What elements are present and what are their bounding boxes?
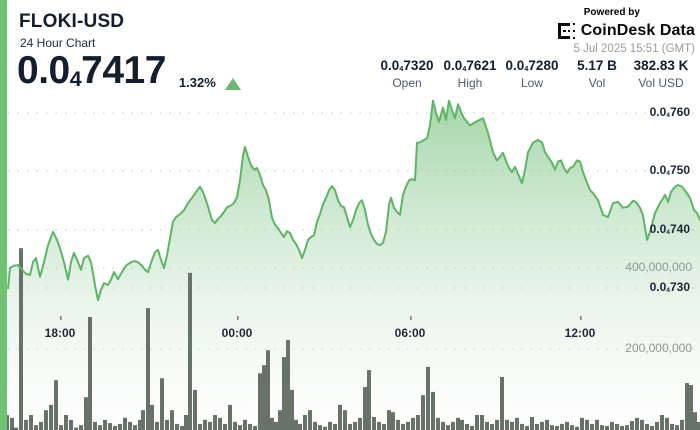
stat-open-label: Open bbox=[392, 76, 422, 90]
stat-vol: 5.17 B Vol bbox=[572, 58, 622, 90]
chart-timestamp: 5 Jul 2025 15:51 (GMT) bbox=[573, 43, 695, 55]
price-axis-label: 0.04730 bbox=[649, 280, 690, 294]
coindesk-logo-link[interactable]: CoinDesk Data bbox=[557, 22, 695, 40]
coindesk-logo-icon bbox=[557, 23, 575, 39]
change-percent: 1.32% bbox=[178, 75, 216, 90]
time-axis-label: 00:00 bbox=[221, 326, 253, 340]
chart-subtitle: 24 Hour Chart bbox=[20, 36, 96, 50]
stat-high: 0.047621 High bbox=[439, 58, 501, 90]
stat-vol-usd: 382.83 K Vol USD bbox=[626, 58, 696, 90]
stat-vol-usd-label: Vol USD bbox=[638, 76, 684, 90]
stats-row: 0.047320 Open 0.047621 High 0.047280 Low… bbox=[0, 58, 700, 94]
price-integer-part: 0.0 bbox=[17, 49, 70, 92]
price-area-fill bbox=[8, 100, 700, 430]
stat-vol-label: Vol bbox=[588, 76, 606, 90]
price-line bbox=[7, 99, 700, 302]
page-title: FLOKI-USD bbox=[19, 11, 125, 32]
current-price-row: 0.047417 1.32% bbox=[17, 50, 241, 97]
stat-high-label: High bbox=[457, 76, 483, 90]
stat-low-value: 0.047280 bbox=[505, 58, 559, 73]
change-up-triangle-icon bbox=[224, 78, 241, 90]
price-axis-label: 0.04760 bbox=[649, 105, 690, 119]
time-axis-label: 18:00 bbox=[44, 326, 76, 340]
stat-high-value: 0.047621 bbox=[443, 58, 497, 73]
time-axis-label: 06:00 bbox=[394, 326, 426, 340]
current-price: 0.047417 bbox=[17, 50, 166, 97]
price-fraction-part: 7417 bbox=[81, 49, 166, 92]
stat-low-label: Low bbox=[520, 76, 543, 90]
price-axis-label: 0.04750 bbox=[649, 163, 690, 177]
stat-low: 0.047280 Low bbox=[501, 58, 563, 90]
stat-open: 0.047320 Open bbox=[376, 58, 438, 90]
coindesk-branding: Powered by CoinDesk Data 5 J bbox=[557, 7, 695, 55]
stat-vol-usd-value: 382.83 K bbox=[633, 58, 689, 73]
volume-bars bbox=[0, 248, 700, 430]
time-axis-label: 12:00 bbox=[564, 326, 596, 340]
coindesk-logo-text: CoinDesk Data bbox=[580, 22, 695, 39]
price-axis-label: 0.04740 bbox=[649, 222, 690, 236]
volume-axis-label: 200,000,000 bbox=[625, 341, 692, 355]
powered-by-label: Powered by bbox=[583, 7, 640, 18]
stat-vol-value: 5.17 B bbox=[577, 58, 617, 73]
left-accent-bar bbox=[0, 0, 7, 430]
stat-open-value: 0.047320 bbox=[380, 58, 434, 73]
price-subscript: 4 bbox=[69, 66, 82, 91]
volume-axis-label: 400,000,000 bbox=[625, 260, 692, 274]
x-axis-ticks bbox=[60, 316, 582, 320]
